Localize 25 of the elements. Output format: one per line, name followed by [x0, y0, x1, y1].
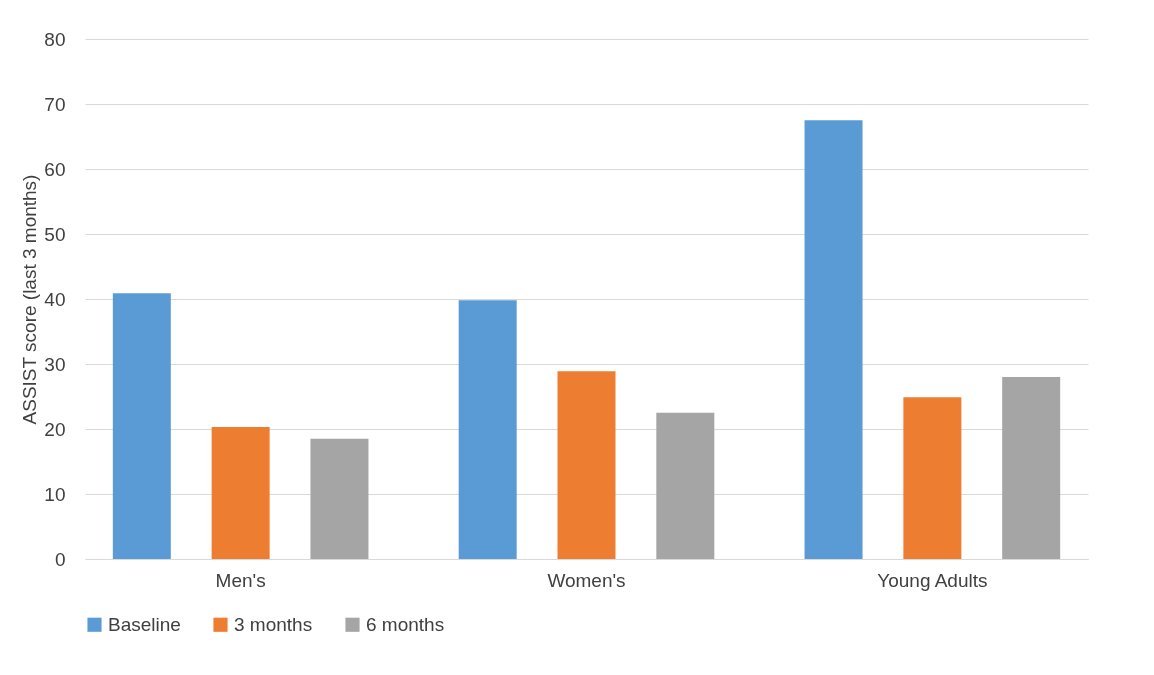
- bar: [458, 300, 517, 559]
- legend-label: 6 months: [366, 613, 445, 635]
- bar: [211, 427, 270, 559]
- y-tick-label: 0: [54, 548, 66, 570]
- y-tick-label: 20: [44, 418, 66, 440]
- bar: [112, 293, 171, 559]
- bar: [903, 397, 962, 559]
- bar: [1002, 377, 1061, 559]
- y-tick-label: 80: [44, 28, 66, 50]
- bar: [557, 371, 616, 559]
- y-axis-title: ASSIST score (last 3 months): [19, 174, 41, 425]
- y-tick-label: 30: [44, 353, 66, 375]
- x-tick-label: Women's: [547, 569, 626, 591]
- y-tick-label: 70: [44, 93, 66, 115]
- x-tick-label: Men's: [215, 569, 266, 591]
- legend-label: 3 months: [234, 613, 313, 635]
- y-tick-label: 10: [44, 483, 66, 505]
- y-tick-label: 40: [44, 288, 66, 310]
- y-tick-label: 50: [44, 223, 66, 245]
- x-tick-label: Young Adults: [877, 569, 988, 591]
- bar: [804, 120, 863, 559]
- bar: [310, 438, 369, 559]
- bar: [656, 412, 715, 559]
- y-tick-label: 60: [44, 158, 66, 180]
- legend-label: Baseline: [108, 613, 181, 635]
